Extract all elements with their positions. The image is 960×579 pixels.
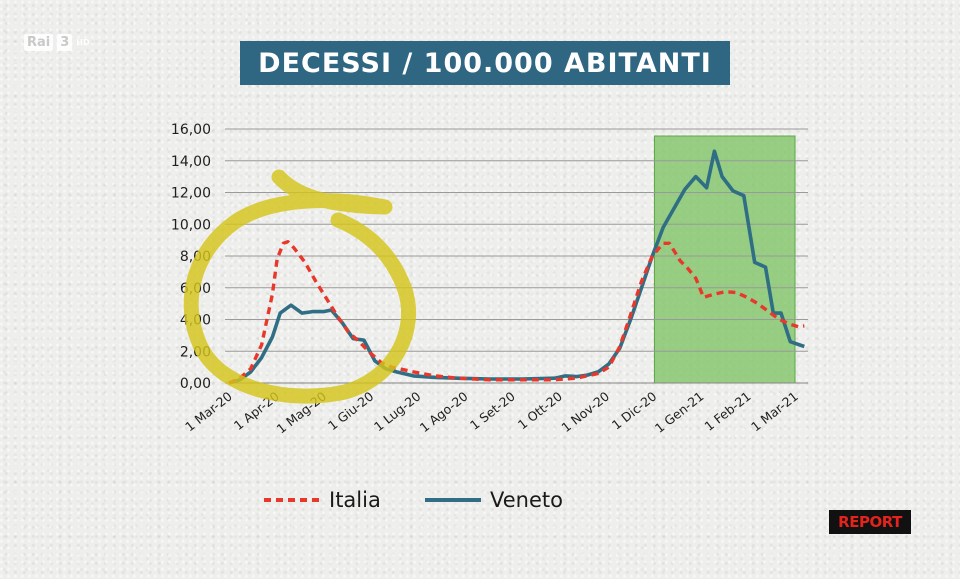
highlight-layer	[653, 135, 796, 384]
channel-number: 3	[57, 34, 73, 51]
x-tick-label: 1 Ago-20	[417, 389, 471, 436]
legend: Italia Veneto	[264, 488, 563, 512]
x-tick-label: 1 Mar-21	[748, 389, 801, 435]
y-tick-label: 12,00	[171, 186, 211, 202]
grid-layer	[225, 128, 808, 384]
legend-label-veneto: Veneto	[490, 488, 563, 512]
chart-title: DECESSI / 100.000 ABITANTI	[240, 41, 730, 85]
series-line-veneto	[228, 149, 805, 385]
x-tick-label: 1 Ott-20	[515, 389, 565, 433]
channel-logo-mark: Rai	[24, 34, 54, 51]
y-tick-label: 0,00	[180, 376, 211, 392]
y-tick-label: 14,00	[171, 154, 211, 170]
highlight-region	[653, 135, 796, 384]
x-tick-label: 1 Lug-20	[371, 389, 424, 435]
report-logo: REPORT	[829, 510, 911, 534]
x-tick-label: 1 Feb-21	[702, 389, 754, 434]
x-tick-label: 1 Set-20	[467, 389, 518, 433]
series-layer	[228, 149, 805, 385]
annotation-layer	[183, 169, 416, 404]
x-tick-label: 1 Nov-20	[558, 389, 612, 436]
series-line-italia	[228, 240, 805, 385]
channel-logo: Rai 3 HD	[24, 34, 90, 51]
y-tick-label: 16,00	[171, 122, 211, 138]
hd-badge: HD	[76, 38, 90, 47]
x-tick-label: 1 Gen-21	[652, 389, 707, 436]
annotation-circle	[183, 169, 416, 404]
y-tick-label: 10,00	[171, 217, 211, 233]
legend-label-italia: Italia	[329, 488, 381, 512]
x-tick-label: 1 Mar-20	[182, 389, 235, 435]
x-tick-label: 1 Dic-20	[609, 389, 659, 433]
